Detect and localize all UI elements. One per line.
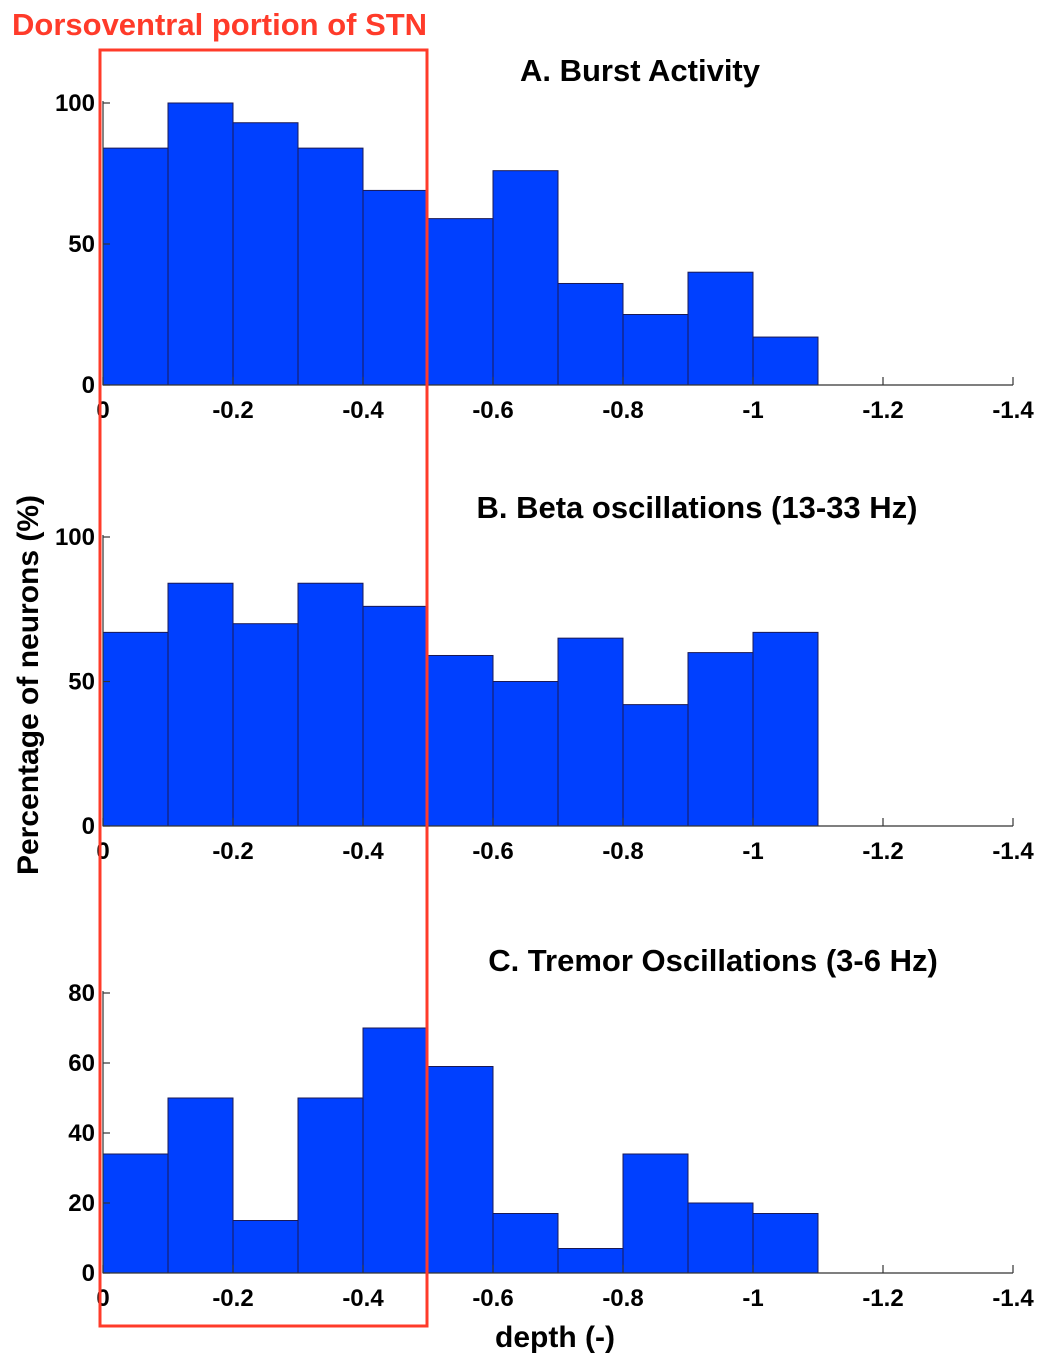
bar-c-7 [492,1213,559,1274]
bar-c-2 [167,1097,234,1274]
bar-b-7 [492,681,559,827]
bar-a-4 [297,147,364,386]
x-tick-label: -0.2 [212,1285,253,1312]
x-tick-label: -1.4 [992,1285,1034,1312]
x-tick-label: -1.4 [992,838,1034,865]
x-tick-label: -1 [742,838,763,865]
bar-b-9 [622,704,689,827]
x-tick-label: -0.8 [602,838,643,865]
x-tick-label: -1.4 [992,397,1034,424]
x-tick-label: -0.2 [212,838,253,865]
bar-b-8 [557,637,624,827]
panel-a: 0 -0.2 -0.4 -0.6 -0.8 -1 -1.2 -1.4 0 50 100 A. Burs… [55,53,1034,424]
x-tick-label: 0 [96,1285,109,1312]
bar-b-11 [752,631,819,827]
bar-b-10 [687,652,754,827]
bar-a-5 [362,189,429,386]
y-tick-label: 100 [55,90,95,117]
x-tick-label: -0.4 [342,838,384,865]
bar-a-1 [102,147,169,386]
bar-c-9 [622,1153,689,1274]
bar-a-3 [232,122,299,386]
bar-a-8 [557,282,624,386]
bar-b-5 [362,605,429,827]
x-tick-label: -0.4 [342,1285,384,1312]
y-tick-label: 50 [68,231,95,258]
bar-a-6 [427,218,494,386]
y-tick-label: 0 [82,1260,95,1287]
x-tick-label: -0.6 [472,397,513,424]
y-tick-label: 0 [82,813,95,840]
x-tick-label: -0.2 [212,397,253,424]
x-tick-label: -1 [742,1285,763,1312]
x-tick-label: -0.4 [342,397,384,424]
y-tick-label: 0 [82,372,95,399]
x-tick-label: -1 [742,397,763,424]
bar-a-11 [752,336,819,386]
panel-c-title: C. Tremor Oscillations (3-6 Hz) [488,943,938,978]
dorsoventral-annotation: Dorsoventral portion of STN [12,7,427,42]
y-tick-label: 80 [68,980,95,1007]
bar-b-1 [102,631,169,827]
bar-b-4 [297,582,364,827]
panel-b-title: B. Beta oscillations (13-33 Hz) [476,490,917,525]
x-tick-label: -0.6 [472,838,513,865]
bar-c-5 [362,1027,429,1274]
bar-c-8 [557,1248,624,1274]
bar-c-10 [687,1202,754,1274]
bar-a-7 [492,170,559,386]
y-tick-label: 100 [55,524,95,551]
bar-c-3 [232,1220,299,1274]
x-tick-label: -1.2 [862,838,903,865]
x-tick-label: -1.2 [862,397,903,424]
histogram-panels: 0 -0.2 -0.4 -0.6 -0.8 -1 -1.2 -1.4 0 50 100 A. Burs… [55,53,1034,1312]
x-tick-label: -0.6 [472,1285,513,1312]
x-axis-label: depth (-) [495,1321,615,1354]
y-tick-label: 60 [68,1050,95,1077]
x-tick-label: 0 [96,397,109,424]
x-tick-label: 0 [96,838,109,865]
bar-a-9 [622,314,689,386]
bar-b-6 [427,654,494,827]
bar-b-2 [167,582,234,827]
y-tick-label: 20 [68,1190,95,1217]
bar-c-4 [297,1097,364,1274]
x-tick-label: -0.8 [602,1285,643,1312]
y-tick-label: 40 [68,1120,95,1147]
y-tick-label: 50 [68,669,95,696]
bar-c-1 [102,1153,169,1274]
panel-b: 0 -0.2 -0.4 -0.6 -0.8 -1 -1.2 -1.4 0 50 100 B. Beta… [55,490,1034,865]
dorsoventral-highlight-box [98,48,429,1328]
bar-a-2 [167,102,234,386]
bar-b-3 [232,623,299,827]
panel-c: 0 -0.2 -0.4 -0.6 -0.8 -1 -1.2 -1.4 0 20 40 60 80 C. T… [68,943,1034,1312]
y-axis-label: Percentage of neurons (%) [12,495,45,875]
bar-a-10 [687,271,754,386]
x-tick-label: -1.2 [862,1285,903,1312]
bar-c-6 [427,1066,494,1274]
x-tick-label: -0.8 [602,397,643,424]
bar-c-11 [752,1213,819,1274]
panel-a-title: A. Burst Activity [520,53,761,88]
